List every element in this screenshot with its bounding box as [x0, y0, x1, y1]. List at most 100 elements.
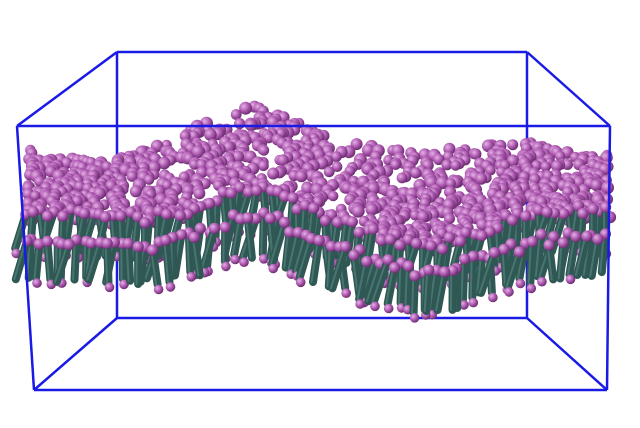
lipid-tail-highlight [476, 254, 482, 294]
lipid-head [498, 243, 510, 255]
lipid-tail [243, 213, 256, 262]
lipid-head [439, 266, 451, 278]
lipid-head [341, 288, 352, 299]
lipid-head [63, 238, 75, 251]
lipid-head [570, 230, 582, 243]
lipid-tail-highlight [163, 239, 169, 283]
lipid-tail [383, 263, 399, 308]
lipid-head [520, 210, 532, 222]
lipid-tail [324, 242, 336, 291]
lipid-head [346, 216, 358, 228]
lipid-head [526, 236, 538, 248]
lipid-tail-highlight [567, 235, 576, 276]
lipid-tail-highlight [365, 262, 380, 303]
lipid-tail-highlight [310, 239, 319, 283]
lipid-head [242, 212, 254, 224]
lipid-tail [459, 255, 469, 304]
lipid-head [267, 167, 280, 180]
lipid-tail [526, 237, 537, 288]
lipid-tail [359, 255, 380, 302]
box-edge [16, 50, 118, 128]
lipid-head [115, 210, 127, 222]
lipid-tail-highlight [293, 234, 306, 272]
lipid-head [268, 263, 279, 274]
lipid-tail-highlight [435, 270, 445, 312]
lipid-head [504, 287, 514, 297]
lipid-tail [370, 255, 393, 306]
lipid-tail-highlight [527, 240, 532, 285]
lipid-tail-highlight [201, 227, 214, 269]
lipid-head [153, 284, 164, 295]
box-edge [605, 125, 612, 391]
lipid-head [147, 244, 159, 256]
lipid-tail [286, 228, 303, 274]
lipid-head [587, 203, 599, 215]
lipid-head [351, 204, 365, 218]
lipid-tail [199, 224, 219, 272]
lipid-head [85, 237, 98, 249]
lipid-head [264, 212, 276, 224]
lipid-head [581, 230, 593, 242]
lipid-head [470, 148, 482, 160]
lipid-head [441, 159, 453, 171]
lipid-head [132, 241, 144, 253]
lipid-head [157, 157, 171, 170]
lipid-tail-highlight [411, 274, 415, 314]
lipid-tail [587, 235, 602, 280]
lipid-tail [396, 258, 406, 307]
lipid-head [279, 216, 291, 228]
lipid-head [339, 241, 352, 253]
lipid-head [126, 170, 138, 182]
lipid-tail-highlight [260, 211, 264, 255]
lipid-head [515, 278, 526, 289]
lipid-head [383, 303, 394, 314]
lipid-head [313, 234, 325, 246]
lipid-tail-highlight [351, 254, 359, 296]
lipid-head [57, 210, 69, 222]
lipid-head [193, 187, 206, 200]
lipid-head [139, 217, 151, 229]
lipid-head [175, 229, 187, 241]
lipid-head [221, 261, 231, 272]
lipid-head [459, 300, 469, 310]
lipid-tail-highlight [131, 215, 138, 259]
lipid-tail [515, 239, 530, 283]
lipid-head [174, 209, 186, 222]
lipid-head [191, 145, 205, 159]
lipid-head [101, 237, 113, 249]
lipid-head [122, 237, 134, 250]
lipid-head [319, 215, 332, 227]
box-edge [526, 317, 608, 391]
lipid-head [425, 240, 437, 252]
lipid-head [450, 160, 461, 171]
box-edge [526, 51, 611, 127]
lipid-head [410, 237, 423, 249]
lipid-head [78, 207, 91, 219]
lipid-head [562, 159, 573, 170]
lipid-tail [565, 232, 580, 279]
lipid-head [295, 170, 308, 183]
lipid-tail-highlight [33, 243, 39, 280]
lipid-tail [409, 271, 419, 317]
lipid-tail-highlight [589, 238, 598, 277]
lipid-head [513, 246, 526, 258]
lipid-tail-highlight [574, 235, 587, 276]
lipid-head [41, 210, 54, 222]
lipid-head [443, 231, 455, 244]
lipid-head [350, 138, 363, 151]
lipid-tail-highlight [577, 212, 583, 249]
lipid-head [160, 234, 172, 246]
lipid-head [382, 254, 394, 266]
lipid-tail-highlight [269, 221, 285, 265]
lipid-head [101, 161, 113, 172]
lipid-head [230, 254, 240, 265]
lipid-head [332, 216, 344, 228]
lipid-tail [545, 241, 558, 284]
lipid-head [384, 233, 396, 246]
lipid-head [230, 109, 242, 120]
lipid-tail-highlight [546, 244, 553, 281]
lipid-tail-highlight [501, 248, 506, 286]
lipid-head [27, 206, 39, 218]
lipid-head [445, 178, 456, 189]
